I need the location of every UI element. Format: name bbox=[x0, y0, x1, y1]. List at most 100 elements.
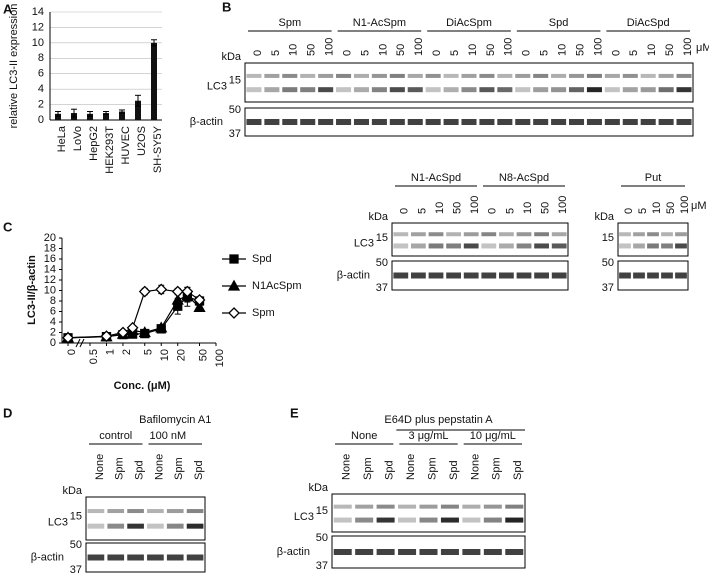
lc3-i-band bbox=[147, 509, 164, 514]
y-tick-label: 0 bbox=[50, 337, 56, 349]
y-tick-label: 10 bbox=[44, 284, 56, 296]
actin-band bbox=[533, 119, 549, 125]
lc3-i-band bbox=[515, 73, 531, 78]
lane-label: 50 bbox=[540, 202, 552, 214]
marker bbox=[193, 300, 206, 312]
lc3-i-band bbox=[675, 232, 687, 237]
lane-label: 10 bbox=[288, 44, 300, 56]
axis-break bbox=[75, 338, 85, 348]
bar bbox=[103, 113, 109, 120]
lc3-i-band bbox=[481, 232, 497, 237]
lc3-i-band bbox=[186, 509, 204, 514]
lc3-i-band bbox=[568, 73, 585, 78]
x-tick-label: HUVEC bbox=[120, 126, 132, 165]
lane-label: 100 bbox=[469, 196, 481, 214]
marker bbox=[227, 279, 241, 291]
x-tick-label: 2 bbox=[121, 349, 133, 355]
marker-label: 37 bbox=[376, 282, 388, 294]
lc3-ii-band bbox=[534, 243, 549, 249]
lc3-ii-band bbox=[353, 87, 370, 93]
lc3-i-band bbox=[398, 504, 417, 509]
lane-label: 100 bbox=[557, 196, 569, 214]
blot-frame bbox=[331, 493, 526, 533]
lc3-ii-band bbox=[633, 243, 645, 249]
actin-band bbox=[604, 119, 620, 125]
y-tick-label: 4 bbox=[50, 316, 56, 328]
lc3-ii-band bbox=[376, 517, 395, 523]
bar bbox=[55, 113, 61, 120]
marker bbox=[193, 294, 206, 306]
x-tick-label: LoVo bbox=[72, 126, 84, 151]
lane-label: 50 bbox=[395, 44, 407, 56]
actin-band bbox=[534, 272, 549, 279]
lc3-ii-band bbox=[483, 517, 502, 523]
actin-band bbox=[515, 119, 531, 125]
panel-label: E bbox=[290, 405, 299, 420]
lane-label: 100 bbox=[679, 196, 691, 214]
lane-label: 50 bbox=[574, 44, 586, 56]
actin-band bbox=[393, 272, 409, 279]
lc3-ii-band bbox=[497, 87, 513, 93]
actin-band bbox=[505, 549, 524, 555]
y-tick-label: 10 bbox=[32, 37, 44, 49]
actin-band bbox=[661, 272, 673, 279]
y-tick-label: 14 bbox=[32, 6, 44, 18]
lc3-i-band bbox=[264, 73, 280, 78]
actin-band bbox=[461, 119, 477, 125]
lane-label: None bbox=[405, 454, 417, 480]
actin-band bbox=[407, 119, 423, 125]
lc3-ii-band bbox=[419, 517, 438, 523]
lc3-ii-band bbox=[515, 87, 531, 93]
group-label: Spm bbox=[278, 17, 301, 29]
lc3-i-band bbox=[443, 73, 459, 78]
actin-band bbox=[336, 119, 352, 125]
marker bbox=[138, 326, 151, 338]
actin-band bbox=[499, 272, 514, 279]
actin-band bbox=[353, 119, 370, 125]
actin-band bbox=[166, 554, 184, 561]
lane-label: 5 bbox=[539, 50, 551, 56]
y-tick-label: 14 bbox=[44, 263, 56, 275]
lc3-ii-band bbox=[127, 523, 144, 529]
actin-band bbox=[246, 119, 262, 125]
lc3-ii-band bbox=[661, 243, 673, 249]
lc3-ii-band bbox=[462, 517, 481, 523]
lane-label: Spd bbox=[448, 460, 460, 480]
actin-band bbox=[481, 272, 497, 279]
lane-label: Spd bbox=[384, 460, 396, 480]
y-tick-label: 12 bbox=[44, 274, 56, 286]
x-tick-label: U2OS bbox=[136, 126, 148, 156]
lc3-i-band bbox=[428, 232, 444, 237]
row-label: LC3 bbox=[354, 237, 374, 249]
lc3-i-band bbox=[534, 232, 549, 237]
lc3-i-band bbox=[622, 73, 638, 78]
marker-label: 37 bbox=[602, 282, 614, 294]
lane-label: Spd bbox=[193, 460, 205, 480]
row-label: β-actin bbox=[190, 116, 223, 128]
lc3-i-band bbox=[355, 504, 374, 509]
kda-label: kDa bbox=[368, 211, 388, 223]
lc3-i-band bbox=[658, 73, 674, 78]
lc3-i-band bbox=[640, 73, 656, 78]
blot-frame bbox=[617, 260, 689, 291]
lane-label: None bbox=[94, 454, 106, 480]
lane-label: 5 bbox=[628, 50, 640, 56]
lc3-ii-band bbox=[658, 87, 674, 93]
lc3-ii-band bbox=[479, 87, 495, 93]
actin-band bbox=[633, 272, 645, 279]
lc3-ii-band bbox=[282, 87, 298, 93]
lane-label: 0 bbox=[399, 208, 411, 214]
legend-label: N1AcSpm bbox=[252, 280, 302, 292]
lc3-ii-band bbox=[533, 87, 549, 93]
lc3-ii-band bbox=[428, 243, 444, 249]
lc3-i-band bbox=[419, 504, 438, 509]
lc3-i-band bbox=[318, 73, 334, 78]
x-tick-label: 0.5 bbox=[88, 349, 100, 364]
x-tick-label: 5 bbox=[143, 349, 155, 355]
panel-label: B bbox=[222, 0, 231, 14]
lc3-ii-band bbox=[393, 243, 409, 249]
bar bbox=[87, 113, 93, 120]
actin-band bbox=[376, 549, 395, 555]
lane-label: 50 bbox=[306, 44, 318, 56]
